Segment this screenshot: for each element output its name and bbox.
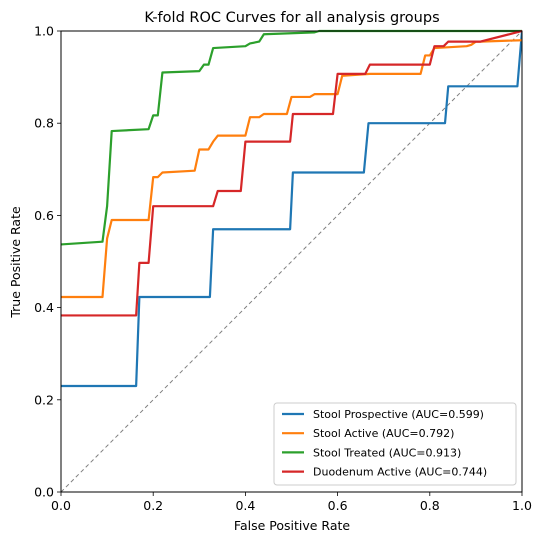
legend-box: [273, 402, 517, 486]
series-line-1: [61, 30, 522, 388]
series-line-3: [61, 29, 522, 246]
chance-diagonal-line: [60, 30, 523, 493]
y-tick-label: 0.4: [34, 300, 54, 315]
x-tick-label: 1.0: [512, 498, 532, 513]
y-tick-label: 0.8: [34, 116, 54, 131]
x-tick-label: 0.2: [143, 498, 163, 513]
y-tick-label: 0.2: [34, 392, 54, 407]
plot-area: 0.0 0.2 0.4 0.6 0.8 1.0 0.0 0.2 0.4 0.6 0.8 1.0: [34, 24, 532, 514]
y-axis-label: True Positive Rate: [8, 206, 23, 319]
series-line-4: [61, 29, 522, 317]
series-line-2: [61, 39, 522, 299]
legend-label-1: Stool Prospective (AUC=0.599): [313, 408, 484, 421]
x-tick-label: 0.6: [328, 498, 348, 513]
legend-label-2: Stool Active (AUC=0.792): [313, 427, 454, 440]
axes-frame: [60, 30, 523, 493]
legend-label-4: Duodenum Active (AUC=0.744): [313, 466, 487, 479]
chart-title: K-fold ROC Curves for all analysis group…: [144, 10, 439, 26]
y-tick-label: 0.6: [34, 208, 54, 223]
x-tick-label: 0.4: [235, 498, 255, 513]
y-tick-label: 0.0: [34, 485, 54, 500]
legend: Stool Prospective (AUC=0.599) Stool Activ…: [273, 402, 517, 486]
x-tick-label: 0.0: [51, 498, 71, 513]
y-tick-label: 1.0: [34, 24, 54, 39]
x-axis-label: False Positive Rate: [234, 518, 350, 533]
legend-label-3: Stool Treated (AUC=0.913): [313, 446, 461, 459]
x-tick-label: 0.8: [420, 498, 440, 513]
